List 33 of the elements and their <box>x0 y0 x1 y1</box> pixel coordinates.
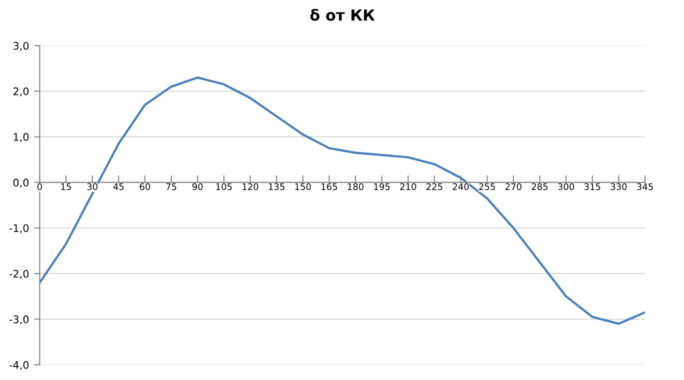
x-tick-label: 270 <box>505 183 522 190</box>
y-tick-label: -3,0 <box>9 315 29 324</box>
x-tick-label: 45 <box>113 183 124 190</box>
x-tick-label: 90 <box>192 183 203 190</box>
x-tick-label: 300 <box>558 183 574 190</box>
y-tick-label: -1,0 <box>9 224 29 234</box>
x-tick-label: 210 <box>400 183 416 190</box>
x-tick-label: 315 <box>584 183 600 190</box>
x-tick-label: 165 <box>322 183 338 190</box>
y-tick-label: 1,0 <box>14 133 29 142</box>
x-tick-label: 285 <box>532 183 548 190</box>
x-tick-label: 30 <box>87 183 98 190</box>
x-tick-label: 60 <box>140 183 150 190</box>
y-tick-label: -2,0 <box>9 270 29 279</box>
x-tick-label: 150 <box>295 183 311 190</box>
x-tick-label: 105 <box>216 183 232 190</box>
y-tick-label: 3,0 <box>13 42 29 51</box>
y-tick-label: -4,0 <box>9 361 29 370</box>
x-tick-label: 345 <box>637 183 653 190</box>
y-tick-label: 2,0 <box>13 87 29 96</box>
x-tick-label: 15 <box>61 183 71 190</box>
x-tick-label: 135 <box>268 183 284 190</box>
x-tick-label: 180 <box>348 183 364 190</box>
chart-title: δ от КК <box>310 8 375 21</box>
x-tick-label: 120 <box>242 183 258 190</box>
x-tick-label: 255 <box>479 183 495 190</box>
x-tick-label: 330 <box>610 183 627 190</box>
x-tick-label: 240 <box>452 183 469 190</box>
x-tick-label: 0 <box>37 183 42 190</box>
x-tick-label: 195 <box>374 183 390 190</box>
x-tick-label: 75 <box>166 183 176 190</box>
x-tick-label: 225 <box>426 183 442 190</box>
y-tick-label: 0,0 <box>13 178 29 188</box>
